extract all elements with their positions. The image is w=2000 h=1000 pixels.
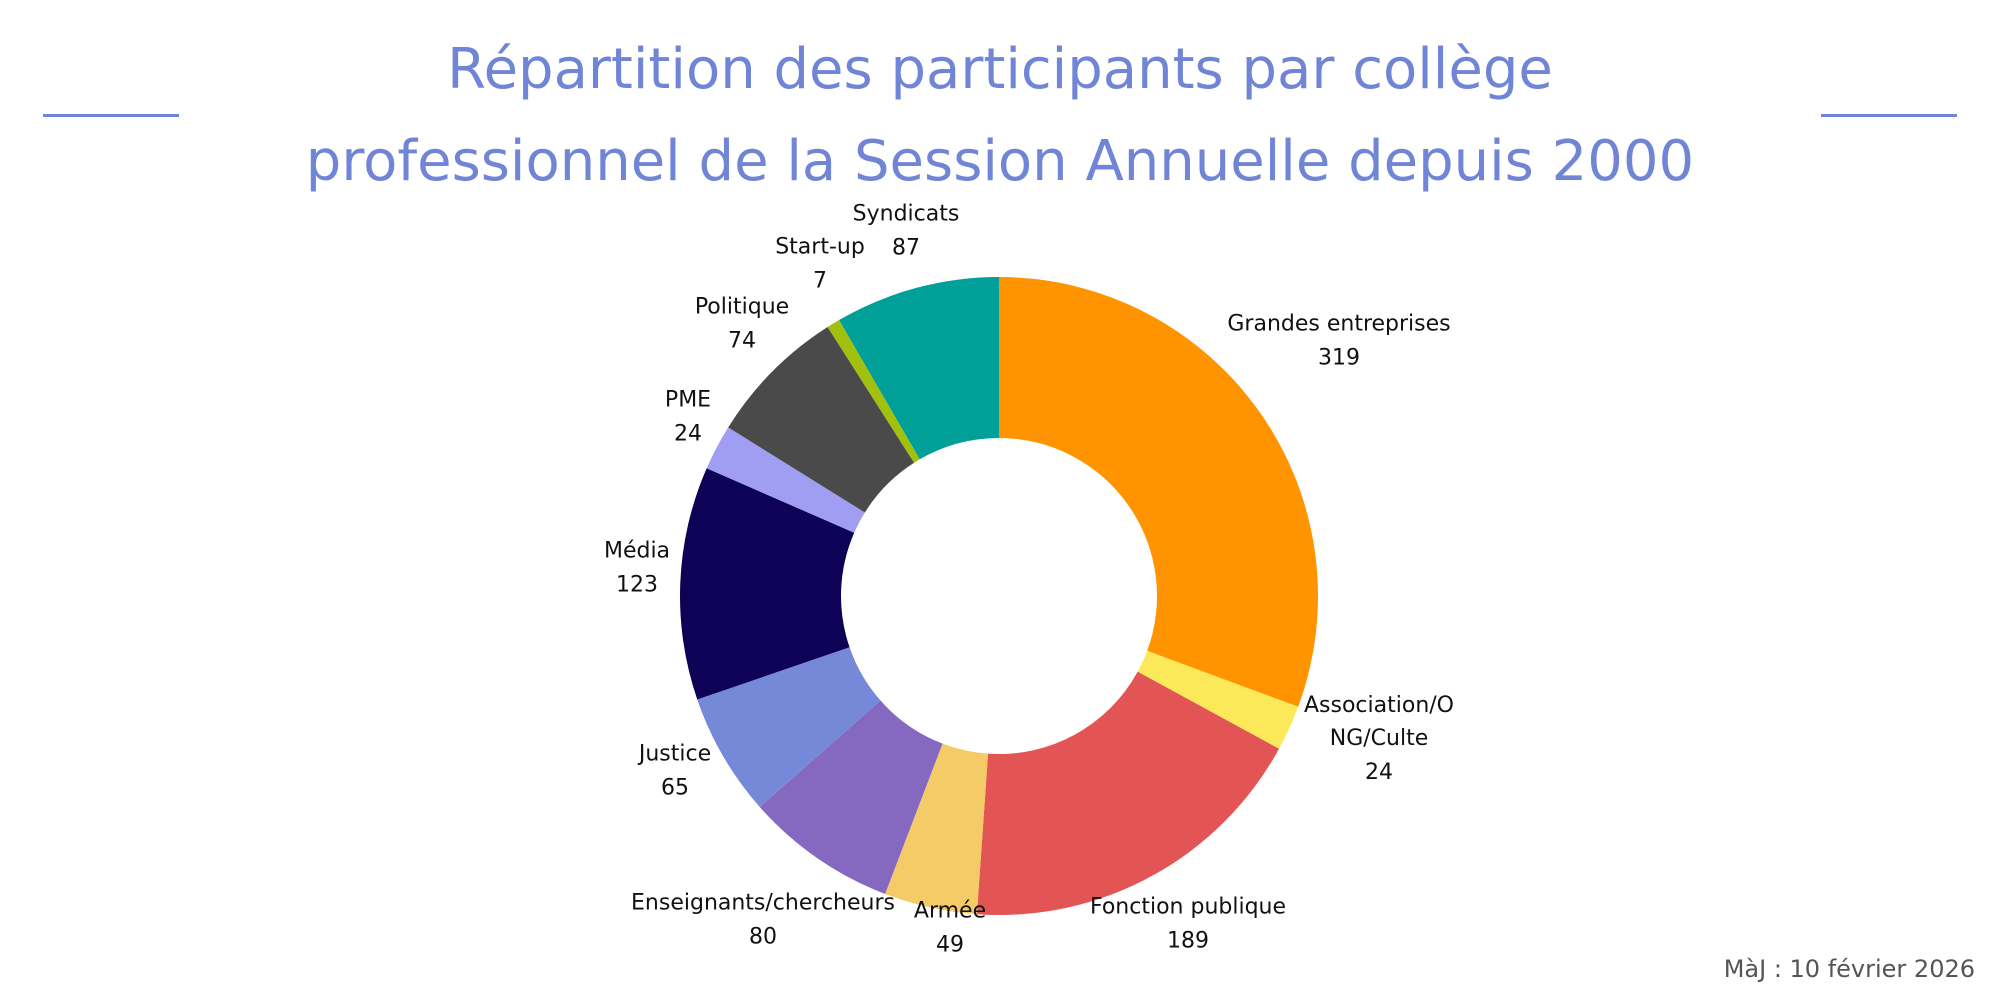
data-label-category: Média: [603, 538, 671, 564]
donut-slice-grandes-entreprises: [999, 277, 1318, 707]
data-label-value: 65: [660, 775, 689, 801]
data-label: Politique 74: [695, 291, 789, 360]
data-label: Justice 65: [639, 738, 711, 807]
donut-slice-m-dia: [680, 468, 855, 700]
title-line-1: Répartition des participants par collège: [447, 37, 1553, 102]
data-label-category: Justice: [638, 741, 712, 767]
donut-slice-association-ong-culte: [1137, 650, 1299, 749]
data-label: Grandes entreprises 319: [1227, 308, 1450, 377]
data-label-category: Syndicats: [852, 201, 960, 227]
data-label: Association/O NG/Culte 24: [1304, 689, 1454, 791]
data-label-value: 24: [674, 421, 702, 447]
chart-title: Répartition des participants par collège…: [0, 24, 2000, 208]
data-label-value: 319: [1317, 345, 1360, 371]
data-label: PME 24: [665, 384, 711, 453]
donut-slice-arm-e: [885, 743, 989, 915]
data-label-value: 123: [615, 572, 658, 598]
title-rule-left: [43, 114, 179, 117]
data-label: Armée 49: [914, 895, 986, 964]
data-label: Start-up 7: [775, 231, 865, 300]
donut-slice-start-up: [827, 319, 920, 463]
data-label-category: Association/O: [1304, 693, 1454, 718]
data-label-value: 7: [813, 268, 827, 294]
data-label-category: Enseignants/chercheurs: [631, 890, 895, 916]
data-label-value: 189: [1166, 928, 1209, 954]
data-label-category: Grandes entreprises: [1227, 311, 1451, 337]
data-label-category: Start-up: [775, 234, 865, 260]
data-label-value: 49: [936, 932, 964, 958]
title-line-2: professionnel de la Session Annuelle dep…: [305, 129, 1695, 194]
data-label: Syndicats 87: [853, 198, 960, 267]
data-label-category: Armée: [913, 898, 987, 924]
data-label-value: 80: [748, 924, 777, 950]
data-label: Fonction publique 189: [1090, 891, 1286, 960]
data-label: Média 123: [604, 535, 670, 604]
data-label-category: Fonction publique: [1089, 894, 1287, 920]
data-label-category: NG/Culte: [1329, 726, 1429, 751]
donut-slice-syndicats: [839, 277, 999, 460]
data-label-category: PME: [664, 387, 712, 413]
data-label-category: Politique: [694, 294, 790, 320]
title-rule-right: [1821, 114, 1957, 117]
donut-slice-fonction-publique: [976, 671, 1280, 915]
update-date: MàJ : 10 février 2026: [1723, 955, 1975, 983]
donut-slice-politique: [728, 326, 915, 513]
data-label-value: 24: [1365, 760, 1393, 785]
donut-slice-justice: [697, 647, 881, 808]
data-label: Enseignants/chercheurs 80: [631, 887, 895, 956]
data-label-value: 87: [891, 235, 920, 261]
donut-slice-pme: [706, 427, 865, 533]
donut-slice-enseignants-chercheurs: [759, 700, 943, 894]
data-label-value: 74: [727, 328, 756, 354]
